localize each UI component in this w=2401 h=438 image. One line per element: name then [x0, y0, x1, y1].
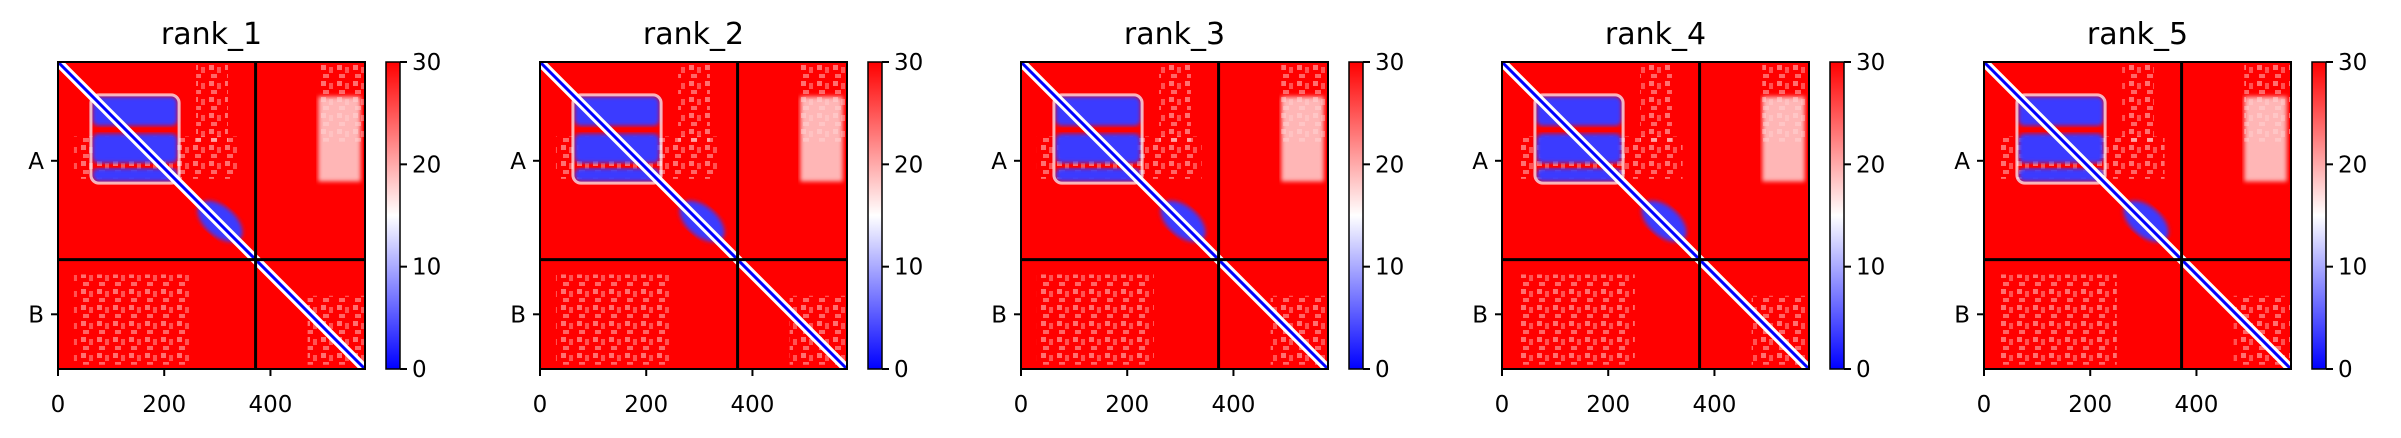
pae-panel-2: rank_2 0 200 400 A B 0 10 20 30	[510, 17, 923, 418]
colorbar-tick-label: 30	[894, 50, 923, 76]
colorbar-tick-label: 0	[1856, 357, 1871, 383]
x-tick-label: 0	[1014, 392, 1029, 418]
x-tick-label: 0	[1495, 392, 1510, 418]
heatmap-chain-a-right-pale	[678, 62, 710, 142]
x-tick-label: 400	[1693, 392, 1737, 418]
heatmap-frame	[1983, 61, 2292, 370]
colorbar-tick-label: 20	[2338, 152, 2367, 178]
heatmap-chain-a-right-pale	[1640, 62, 1672, 142]
colorbar-tick-label: 20	[412, 152, 441, 178]
chain-label-a: A	[510, 149, 526, 175]
x-tick-label: 0	[533, 392, 548, 418]
colorbar-tick-label: 30	[1375, 50, 1404, 76]
colorbar-tick-label: 30	[2338, 50, 2367, 76]
colorbar	[867, 61, 883, 370]
heatmap-frame	[539, 61, 848, 370]
x-tick-label: 400	[1212, 392, 1256, 418]
pae-panel-3: rank_3 0 200 400 A B 0 10 20 30	[991, 17, 1404, 418]
chain-label-a: A	[1472, 149, 1488, 175]
heatmap-diagonal	[1500, 60, 1811, 371]
heatmap-chain-b-left-pale	[555, 274, 673, 365]
chain-label-b: B	[1472, 302, 1488, 328]
colorbar-tick-label: 10	[412, 255, 441, 281]
pae-panel-4: rank_4 0 200 400 A B 0 10 20 30	[1472, 17, 1885, 418]
heatmap-chain-b-left-pale	[73, 274, 191, 365]
heatmap-chain-a-right-pale	[2122, 62, 2154, 142]
colorbar	[385, 61, 401, 370]
x-tick-label: 200	[1586, 392, 1630, 418]
colorbar-tick-label: 10	[894, 255, 923, 281]
heatmap-chain-a-right-pale	[196, 62, 228, 142]
chain-label-a: A	[991, 149, 1007, 175]
chain-label-a: A	[28, 149, 44, 175]
colorbar-tick-label: 0	[412, 357, 427, 383]
colorbar-tick-label: 20	[894, 152, 923, 178]
heatmap-domain-outline	[2015, 93, 2107, 185]
heatmap-diagonal	[1019, 60, 1330, 371]
x-tick-label: 400	[2175, 392, 2219, 418]
heatmap-chain-a-right-pale	[1159, 62, 1191, 142]
heatmap-frame	[1501, 61, 1810, 370]
heatmap-domain-outline	[1052, 93, 1144, 185]
chain-label-b: B	[991, 302, 1007, 328]
colorbar	[1348, 61, 1364, 370]
panel-title: rank_5	[2087, 17, 2188, 52]
panel-title: rank_2	[643, 17, 744, 52]
chain-label-a: A	[1954, 149, 1970, 175]
panel-title: rank_3	[1124, 17, 1225, 52]
heatmap-diagonal	[1982, 60, 2293, 371]
colorbar	[2311, 61, 2327, 370]
x-tick-label: 0	[51, 392, 66, 418]
colorbar-tick-label: 20	[1375, 152, 1404, 178]
x-tick-label: 0	[1977, 392, 1992, 418]
panel-title: rank_1	[161, 17, 262, 52]
colorbar-tick-label: 10	[2338, 255, 2367, 281]
x-tick-label: 200	[142, 392, 186, 418]
heatmap-domain-outline	[571, 93, 663, 185]
heatmap-domain-block-3	[92, 168, 178, 182]
colorbar-tick-label: 0	[2338, 357, 2353, 383]
heatmap-domain-block-3	[1055, 168, 1141, 182]
chain-label-b: B	[28, 302, 44, 328]
colorbar	[1829, 61, 1845, 370]
heatmap-chain-ab-light-block	[2244, 96, 2287, 182]
colorbar-tick-label: 30	[412, 50, 441, 76]
heatmap-chain-ab-light-block	[1281, 96, 1324, 182]
heatmap-frame	[57, 61, 366, 370]
heatmap-chain-b-left-pale	[1036, 274, 1154, 365]
heatmap-domain-outline	[1533, 93, 1625, 185]
colorbar-tick-label: 10	[1375, 255, 1404, 281]
heatmap-frame	[1020, 61, 1329, 370]
panel-title: rank_4	[1605, 17, 1706, 52]
heatmap-chain-b-left-pale	[1517, 274, 1635, 365]
heatmap-chain-ab-light-block	[800, 96, 843, 182]
heatmap-domain-outline	[89, 93, 181, 185]
colorbar-tick-label: 20	[1856, 152, 1885, 178]
heatmap-chain-ab-light-block	[318, 96, 361, 182]
colorbar-tick-label: 30	[1856, 50, 1885, 76]
heatmap-domain-block-3	[574, 168, 660, 182]
heatmap-domain-block-3	[2018, 168, 2104, 182]
x-tick-label: 400	[731, 392, 775, 418]
colorbar-tick-label: 0	[1375, 357, 1390, 383]
chain-label-b: B	[1954, 302, 1970, 328]
colorbar-tick-label: 0	[894, 357, 909, 383]
chain-label-b: B	[510, 302, 526, 328]
heatmap-domain-block-3	[1536, 168, 1622, 182]
x-tick-label: 200	[1105, 392, 1149, 418]
pae-panel-5: rank_5 0 200 400 A B 0 10 20 30	[1954, 17, 2367, 418]
heatmap-diagonal	[56, 60, 367, 371]
x-tick-label: 200	[2068, 392, 2112, 418]
pae-panel-1: rank_1 0 200 400 A B 0 10 20 30	[28, 17, 441, 418]
heatmap-chain-b-left-pale	[1999, 274, 2117, 365]
heatmap-diagonal	[538, 60, 849, 371]
x-tick-label: 400	[249, 392, 293, 418]
heatmap-chain-ab-light-block	[1762, 96, 1805, 182]
x-tick-label: 200	[624, 392, 668, 418]
colorbar-tick-label: 10	[1856, 255, 1885, 281]
